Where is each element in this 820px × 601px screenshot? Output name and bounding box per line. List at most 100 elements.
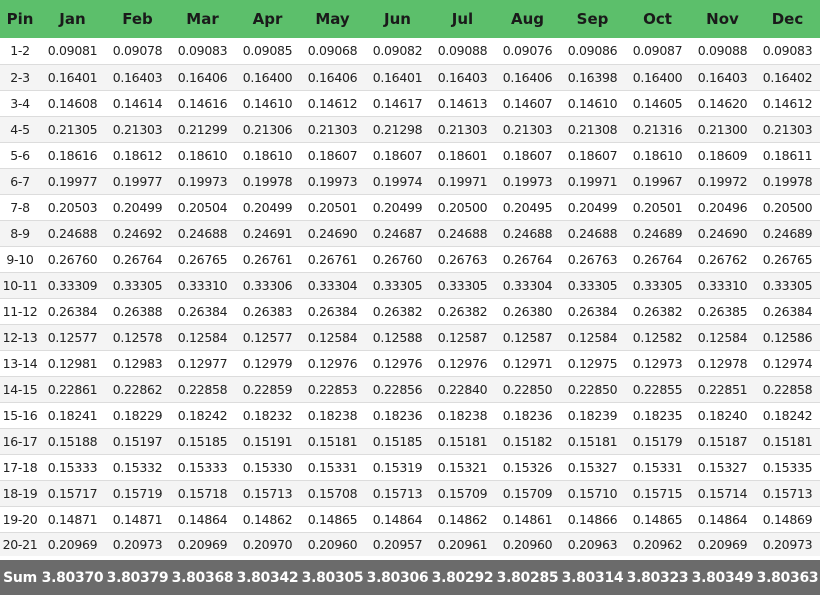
- table-row: 13-14 0.12981 0.12983 0.12977 0.12979 0.12976…: [0, 350, 820, 377]
- value-cell: 0.12983: [105, 350, 170, 377]
- value-cell: 0.20961: [430, 532, 495, 559]
- value-cell: 0.12578: [105, 324, 170, 351]
- value-cell: 0.14616: [170, 90, 235, 117]
- column-header-mar: Mar: [186, 10, 219, 28]
- value-cell: 0.09083: [755, 38, 820, 65]
- sum-value-cell: 3.80370: [41, 569, 104, 586]
- table-row: 5-6 0.18616 0.18612 0.18610 0.18610 0.18607 0.…: [0, 142, 820, 169]
- value-cell: 0.15188: [40, 428, 105, 455]
- value-cell: 0.18610: [625, 142, 690, 169]
- table-body: 1-2 0.09081 0.09078 0.09083 0.09085 0.09068 0.…: [0, 38, 820, 559]
- value-cell: 0.24690: [690, 220, 755, 247]
- value-cell: 0.18607: [300, 142, 365, 169]
- column-header-nov: Nov: [706, 10, 739, 28]
- table-row: 17-18 0.15333 0.15332 0.15333 0.15330 0.15331…: [0, 454, 820, 481]
- value-cell: 0.15330: [235, 454, 300, 481]
- value-cell: 0.26765: [755, 246, 820, 273]
- value-cell: 0.16406: [495, 64, 560, 91]
- pin-label-cell: 1-2: [0, 38, 40, 65]
- value-cell: 0.22850: [560, 376, 625, 403]
- value-cell: 0.18240: [690, 402, 755, 429]
- value-cell: 0.26764: [625, 246, 690, 273]
- value-cell: 0.12979: [235, 350, 300, 377]
- value-cell: 0.26382: [430, 298, 495, 325]
- value-cell: 0.24688: [430, 220, 495, 247]
- value-cell: 0.26382: [365, 298, 430, 325]
- value-cell: 0.15181: [300, 428, 365, 455]
- value-cell: 0.22851: [690, 376, 755, 403]
- table-row: 12-13 0.12577 0.12578 0.12584 0.12577 0.12584…: [0, 324, 820, 351]
- value-cell: 0.15187: [690, 428, 755, 455]
- value-cell: 0.21303: [755, 116, 820, 143]
- value-cell: 0.15717: [40, 480, 105, 507]
- value-cell: 0.16403: [105, 64, 170, 91]
- value-cell: 0.12976: [365, 350, 430, 377]
- value-cell: 0.15179: [625, 428, 690, 455]
- value-cell: 0.20973: [755, 532, 820, 559]
- table-row: 19-20 0.14871 0.14871 0.14864 0.14862 0.14865…: [0, 506, 820, 533]
- value-cell: 0.14861: [495, 506, 560, 533]
- header-row: Pin Jan Feb Mar Apr May Jun Jul Aug Sep Oct Nov Dec: [0, 0, 820, 38]
- value-cell: 0.14608: [40, 90, 105, 117]
- value-cell: 0.15333: [170, 454, 235, 481]
- sum-value-cell: 3.80342: [236, 569, 299, 586]
- value-cell: 0.09082: [365, 38, 430, 65]
- value-cell: 0.15709: [430, 480, 495, 507]
- value-cell: 0.22861: [40, 376, 105, 403]
- value-cell: 0.09076: [495, 38, 560, 65]
- value-cell: 0.22858: [755, 376, 820, 403]
- value-cell: 0.21316: [625, 116, 690, 143]
- pin-label-cell: 12-13: [0, 324, 40, 351]
- value-cell: 0.14871: [40, 506, 105, 533]
- value-cell: 0.16401: [40, 64, 105, 91]
- value-cell: 0.18241: [40, 402, 105, 429]
- value-cell: 0.14865: [300, 506, 365, 533]
- value-cell: 0.15181: [755, 428, 820, 455]
- value-cell: 0.12977: [170, 350, 235, 377]
- value-cell: 0.12587: [430, 324, 495, 351]
- value-cell: 0.26763: [560, 246, 625, 273]
- value-cell: 0.19973: [300, 168, 365, 195]
- value-cell: 0.20499: [365, 194, 430, 221]
- value-cell: 0.16398: [560, 64, 625, 91]
- value-cell: 0.24689: [755, 220, 820, 247]
- value-cell: 0.14613: [430, 90, 495, 117]
- value-cell: 0.20501: [300, 194, 365, 221]
- value-cell: 0.12978: [690, 350, 755, 377]
- pin-label-cell: 9-10: [0, 246, 40, 273]
- column-header-jan: Jan: [59, 10, 86, 28]
- value-cell: 0.24692: [105, 220, 170, 247]
- value-cell: 0.33306: [235, 272, 300, 299]
- value-cell: 0.26384: [300, 298, 365, 325]
- value-cell: 0.26760: [40, 246, 105, 273]
- value-cell: 0.26763: [430, 246, 495, 273]
- value-cell: 0.15333: [40, 454, 105, 481]
- value-cell: 0.18242: [170, 402, 235, 429]
- sum-label-cell: Sum: [3, 569, 37, 586]
- pin-label-cell: 6-7: [0, 168, 40, 195]
- table-row: 1-2 0.09081 0.09078 0.09083 0.09085 0.09068 0.…: [0, 38, 820, 65]
- column-header-may: May: [315, 10, 350, 28]
- value-cell: 0.21303: [105, 116, 170, 143]
- value-cell: 0.20963: [560, 532, 625, 559]
- value-cell: 0.12586: [755, 324, 820, 351]
- value-cell: 0.21303: [495, 116, 560, 143]
- value-cell: 0.15327: [690, 454, 755, 481]
- table-row: 11-12 0.26384 0.26388 0.26384 0.26383 0.26384…: [0, 298, 820, 325]
- value-cell: 0.20970: [235, 532, 300, 559]
- value-cell: 0.26765: [170, 246, 235, 273]
- value-cell: 0.15715: [625, 480, 690, 507]
- sum-value-cell: 3.80323: [626, 569, 689, 586]
- value-cell: 0.33310: [170, 272, 235, 299]
- value-cell: 0.14864: [170, 506, 235, 533]
- value-cell: 0.22858: [170, 376, 235, 403]
- value-cell: 0.12974: [755, 350, 820, 377]
- value-cell: 0.24688: [170, 220, 235, 247]
- value-cell: 0.19977: [40, 168, 105, 195]
- value-cell: 0.33305: [755, 272, 820, 299]
- value-cell: 0.18239: [560, 402, 625, 429]
- pin-label-cell: 13-14: [0, 350, 40, 377]
- column-header-jun: Jun: [384, 10, 411, 28]
- value-cell: 0.21308: [560, 116, 625, 143]
- column-header-feb: Feb: [122, 10, 153, 28]
